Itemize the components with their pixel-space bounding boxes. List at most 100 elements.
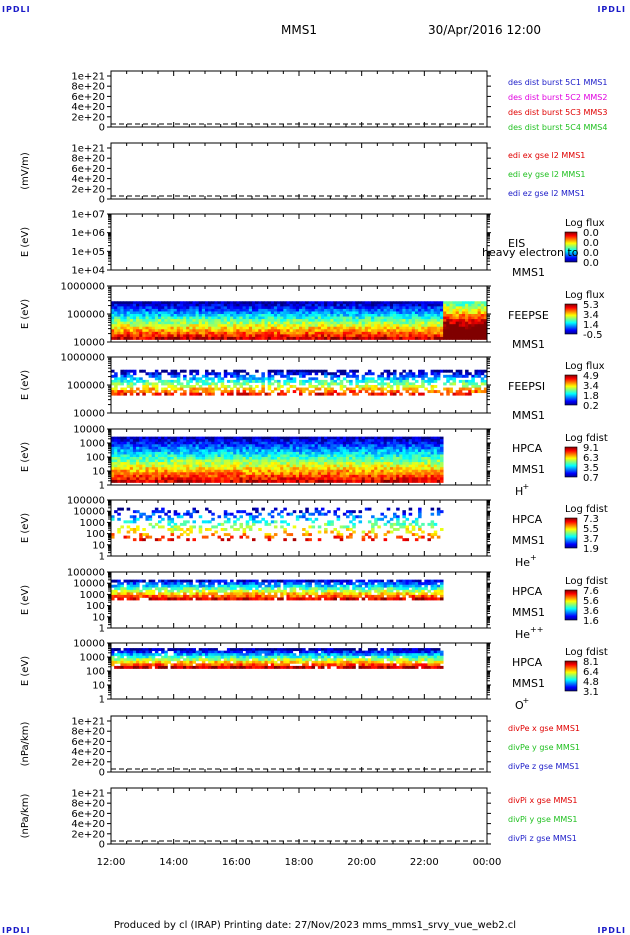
- spectrogram-cell: [171, 385, 175, 388]
- spectrogram-cell: [437, 390, 441, 393]
- spectrogram-cell: [318, 439, 322, 442]
- spectrogram-cell: [277, 322, 281, 325]
- spectrogram-cell: [202, 465, 206, 468]
- spectrogram-cell: [290, 454, 294, 457]
- spectrogram-cell: [145, 457, 149, 460]
- spectrogram-cell: [318, 442, 322, 445]
- spectrogram-cell: [224, 319, 228, 322]
- spectrogram-cell: [145, 304, 149, 307]
- spectrogram-cell: [355, 460, 359, 463]
- spectrogram-cell: [252, 377, 256, 380]
- spectrogram-cell: [393, 393, 397, 396]
- spectrogram-cell: [387, 470, 391, 473]
- spectrogram-cell: [114, 329, 118, 332]
- spectrogram-cell: [271, 390, 275, 393]
- spectrogram-cell: [415, 472, 419, 475]
- spectrogram-cell: [293, 465, 297, 468]
- spectrogram-cell: [318, 447, 322, 450]
- spectrogram-cell: [111, 442, 115, 445]
- spectrogram-cell: [399, 309, 403, 312]
- spectrogram-cell: [111, 332, 115, 335]
- spectrogram-cell: [111, 393, 115, 396]
- spectrogram-cell: [312, 465, 316, 468]
- spectrogram-cell: [133, 449, 137, 452]
- spectrogram-cell: [208, 304, 212, 307]
- spectrogram-cell: [321, 437, 325, 440]
- spectrogram-cell: [265, 324, 269, 327]
- spectrogram-cell: [415, 327, 419, 330]
- spectrogram-cell: [431, 452, 435, 455]
- spectrogram-cell: [481, 309, 485, 312]
- spectrogram-cell: [453, 377, 457, 380]
- spectrogram-cell: [387, 332, 391, 335]
- spectrogram-cell: [409, 393, 413, 396]
- spectrogram-cell: [402, 460, 406, 463]
- spectrogram-cell: [252, 444, 256, 447]
- spectrogram-cell: [305, 332, 309, 335]
- spectrogram-cell: [189, 306, 193, 309]
- spectrogram-cell: [177, 324, 181, 327]
- spectrogram-cell: [474, 304, 478, 307]
- spectrogram-cell: [265, 304, 269, 307]
- spectrogram-cell: [330, 390, 334, 393]
- spectrogram-cell: [424, 475, 428, 478]
- spectrogram-cell: [299, 454, 303, 457]
- spectrogram-cell: [424, 319, 428, 322]
- spectrogram-cell: [380, 472, 384, 475]
- spectrogram-cell: [114, 385, 118, 388]
- spectrogram-cell: [127, 449, 131, 452]
- spectrogram-cell: [299, 319, 303, 322]
- spectrogram-cell: [177, 327, 181, 330]
- spectrogram-cell: [409, 334, 413, 337]
- spectrogram-cell: [211, 311, 215, 314]
- spectrogram-cell: [111, 382, 115, 385]
- spectrogram-cell: [371, 477, 375, 480]
- spectrogram-cell: [406, 337, 410, 340]
- spectrogram-cell: [252, 449, 256, 452]
- spectrogram-cell: [427, 322, 431, 325]
- spectrogram-cell: [471, 375, 475, 378]
- spectrogram-cell: [124, 319, 128, 322]
- spectrogram-cell: [142, 439, 146, 442]
- spectrogram-cell: [261, 334, 265, 337]
- spectrogram-cell: [236, 319, 240, 322]
- spectrogram-cell: [177, 317, 181, 320]
- spectrogram-cell: [167, 447, 171, 450]
- spectrogram-cell: [205, 454, 209, 457]
- spectrogram-cell: [208, 472, 212, 475]
- spectrogram-cell: [368, 462, 372, 465]
- spectrogram-cell: [384, 477, 388, 480]
- spectrogram-cell: [321, 480, 325, 483]
- spectrogram-cell: [236, 332, 240, 335]
- spectrogram-cell: [362, 306, 366, 309]
- spectrogram-cell: [402, 314, 406, 317]
- spectrogram-cell: [199, 460, 203, 463]
- spectrogram-cell: [280, 442, 284, 445]
- spectrogram-cell: [180, 304, 184, 307]
- spectrogram-cell: [380, 306, 384, 309]
- spectrogram-cell: [249, 388, 253, 391]
- spectrogram-cell: [415, 477, 419, 480]
- spectrogram-cell: [286, 382, 290, 385]
- spectrogram-cell: [330, 460, 334, 463]
- spectrogram-cell: [249, 465, 253, 468]
- spectrogram-cell: [277, 437, 281, 440]
- spacecraft-label: MMS1: [512, 409, 545, 422]
- spectrogram-cell: [418, 322, 422, 325]
- spectrogram-cell: [302, 470, 306, 473]
- spectrogram-cell: [268, 329, 272, 332]
- spectrogram-cell: [111, 324, 115, 327]
- spectrogram-cell: [258, 337, 262, 340]
- spectrogram-cell: [352, 301, 356, 304]
- spectrogram-cell: [139, 370, 143, 373]
- spectrogram-cell: [299, 388, 303, 391]
- spectrogram-cell: [133, 370, 137, 373]
- spectrogram-cell: [243, 475, 247, 478]
- spectrogram-cell: [180, 454, 184, 457]
- spectrogram-cell: [359, 442, 363, 445]
- spectrogram-cell: [158, 317, 162, 320]
- spectrogram-cell: [145, 311, 149, 314]
- spectrogram-cell: [340, 457, 344, 460]
- spectrogram-cell: [145, 442, 149, 445]
- spectrogram-cell: [371, 388, 375, 391]
